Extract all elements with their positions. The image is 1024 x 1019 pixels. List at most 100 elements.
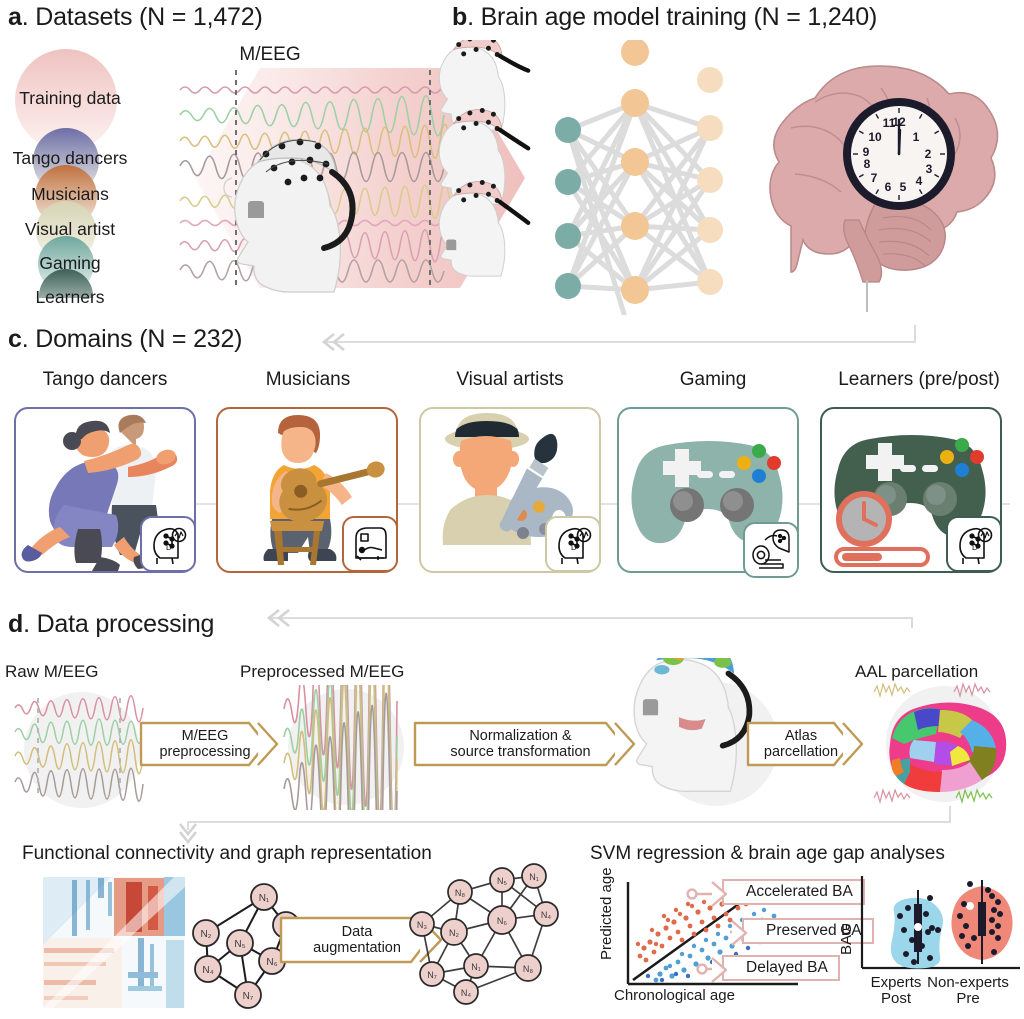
svg-text:N₃: N₃ xyxy=(417,920,427,930)
domain-box-tango-dancers[interactable] xyxy=(14,407,196,573)
mri-scanner-icon-gaming xyxy=(743,522,799,578)
panel-d-title: d. Data processing xyxy=(8,610,214,639)
domain-label-visual-artists: Visual artists xyxy=(456,369,564,390)
pipeline-arrow-normalization: Normalization & source transformation xyxy=(412,718,637,770)
callout-chevron-icon xyxy=(711,881,728,907)
panel-b-to-c-arrow xyxy=(321,325,916,352)
svg-text:5: 5 xyxy=(900,180,907,194)
svg-text:N₂: N₂ xyxy=(449,928,459,938)
scatter-xlabel: Chronological age xyxy=(614,987,735,1004)
raw-meeg-graphic xyxy=(14,692,144,808)
violin-ylabel: BAG xyxy=(838,923,855,955)
callout-chevron-icon xyxy=(731,920,748,946)
dataset-blobs-svg xyxy=(15,49,117,298)
eeg-head-icon-glyph: D xyxy=(153,527,187,565)
panel-b-letter: b xyxy=(452,3,468,31)
svg-text:N₇: N₇ xyxy=(427,970,437,980)
svg-text:N₄: N₄ xyxy=(461,988,471,998)
arrow-shape xyxy=(139,721,279,767)
svg-text:N₈: N₈ xyxy=(523,964,533,974)
arrow-line2: preprocessing xyxy=(159,744,251,760)
svg-text:3: 3 xyxy=(926,162,933,176)
arrow-line2: augmentation xyxy=(313,940,401,956)
svg-text:6: 6 xyxy=(885,180,892,194)
arrow-shape xyxy=(413,721,636,767)
meeg-label: M/EEG xyxy=(239,44,301,65)
callout-accelerated-ba: Accelerated BA xyxy=(711,879,865,907)
panel-d-title-text: . Data processing xyxy=(23,610,215,638)
hidden-layer-1-nodes xyxy=(621,89,649,304)
svg-text:N₅: N₅ xyxy=(234,939,245,950)
parcellation-to-lower-arrow xyxy=(178,806,951,845)
panel-a-letter: a xyxy=(8,3,22,31)
panel-b-title: b. Brain age model training (N = 1,240) xyxy=(452,3,877,32)
arrow-shape xyxy=(746,721,864,767)
svg-text:D: D xyxy=(166,543,172,552)
graph-representation-augmented: N₃ N₈ N₅ N₁ N₂ N₆ N₄ N₇ N₁ N₈ N₄ xyxy=(409,863,559,1005)
violin-tick-line2: Pre xyxy=(956,989,980,1007)
callout-label: Preserved BA xyxy=(766,922,862,939)
svg-text:N₆: N₆ xyxy=(266,957,277,968)
eeg-head-icon-tango: D xyxy=(140,516,196,572)
arrow-line2: source transformation xyxy=(450,744,591,760)
callout-preserved-ba: Preserved BA xyxy=(731,918,874,946)
arrow-label-preprocessing: M/EEG preprocessing xyxy=(153,728,264,760)
svg-text:N₁: N₁ xyxy=(471,962,481,972)
svg-text:2: 2 xyxy=(925,147,932,161)
svg-text:D: D xyxy=(571,543,577,552)
callout-chevron-icon xyxy=(711,957,728,983)
stage-label-preprocessed: Preprocessed M/EEG xyxy=(240,662,405,681)
dataset-label-learners: Learners xyxy=(35,287,105,307)
svg-text:D: D xyxy=(972,543,978,552)
stage-label-parcellation: AAL parcellation xyxy=(855,662,979,681)
arrow-label-atlas: Atlas parcellation xyxy=(758,728,852,760)
svg-text:8: 8 xyxy=(864,157,871,171)
dataset-label-musicians: Musicians xyxy=(31,184,109,204)
dataset-label-visual-artist: Visual artist xyxy=(24,219,116,239)
svg-text:N₄: N₄ xyxy=(541,910,551,920)
svg-text:9: 9 xyxy=(863,145,870,159)
violin-tick-line1: Non-experts xyxy=(927,974,1009,991)
svg-text:N₈: N₈ xyxy=(455,888,465,898)
pipeline-arrow-preprocessing: M/EEG preprocessing xyxy=(138,718,280,770)
svg-text:N₅: N₅ xyxy=(497,876,507,886)
violin-tick-line1: Experts xyxy=(870,974,922,991)
violin-tick-non-experts: Non-experts Pre xyxy=(912,975,1024,1007)
eeg-head-icon-visual-artists: D xyxy=(545,516,601,572)
graph-node-label: N₁ xyxy=(259,893,270,904)
svg-text:N₄: N₄ xyxy=(202,965,213,976)
arrow-label-normalization: Normalization & source transformation xyxy=(444,728,604,760)
arrow-line1: M/EEG xyxy=(181,727,229,744)
violin-tick-line2: Post xyxy=(880,989,911,1007)
callout-label: Accelerated BA xyxy=(746,883,853,900)
svg-text:11: 11 xyxy=(883,116,896,130)
domain-label-gaming: Gaming xyxy=(679,369,747,390)
section-title-svm: SVM regression & brain age gap analyses xyxy=(590,843,945,864)
learners-illustration xyxy=(834,435,986,567)
hidden-layer-2-nodes xyxy=(697,67,723,295)
connectivity-matrix-heatmap xyxy=(42,876,186,1009)
svg-text:N₇: N₇ xyxy=(243,991,254,1002)
arrow-line2: parcellation xyxy=(763,744,839,760)
gaming-controller-illustration xyxy=(631,441,783,544)
svg-text:N₁: N₁ xyxy=(529,872,539,882)
panel-c-to-d-arrow xyxy=(266,608,913,628)
domain-label-learners: Learners (pre/post) xyxy=(838,369,1000,390)
tango-dancers-illustration xyxy=(21,414,178,571)
stage-label-raw: Raw M/EEG xyxy=(5,662,99,681)
scatter-ylabel: Predicted age xyxy=(598,867,615,960)
panel-a-title: a. Datasets (N = 1,472) xyxy=(8,3,263,32)
svg-text:N₆: N₆ xyxy=(497,916,507,926)
arrow-line1: Normalization & xyxy=(469,727,572,744)
panel-c-title-text: . Domains (N = 232) xyxy=(21,325,243,353)
musician-illustration xyxy=(263,415,385,565)
source-head-graphic xyxy=(633,658,778,806)
visual-artist-illustration xyxy=(442,413,573,545)
domain-box-visual-artists[interactable] xyxy=(419,407,601,573)
svg-text:7: 7 xyxy=(871,171,878,185)
svg-text:10: 10 xyxy=(868,130,882,144)
panel-c-letter: c xyxy=(8,325,22,353)
